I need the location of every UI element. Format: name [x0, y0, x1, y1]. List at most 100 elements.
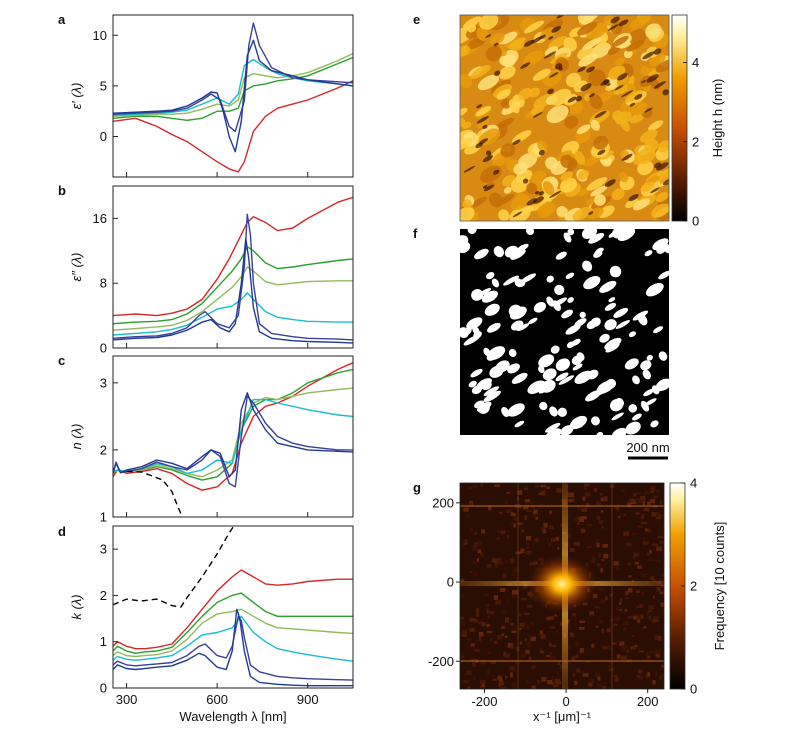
colorbar-tick-label: 4: [692, 55, 699, 70]
fft-speckle: [600, 567, 604, 573]
fft-speckle: [556, 488, 562, 493]
panel-a-series-line-1: [113, 80, 353, 173]
fft-speckle: [557, 546, 560, 550]
fft-speckle: [481, 529, 486, 534]
fft-speckle: [598, 587, 604, 591]
mask-blob: [467, 229, 477, 235]
mask-blob: [493, 246, 505, 258]
fft-speckle: [539, 649, 543, 652]
fft-speckle: [479, 680, 486, 684]
afm-pit: [629, 102, 636, 107]
panel-d-series-line-7: [113, 526, 235, 608]
fft-speckle: [534, 485, 540, 488]
mask-blob: [617, 229, 636, 241]
colorbar-tick-label: 4: [690, 476, 697, 491]
afm-grain: [477, 74, 500, 91]
fft-speckle: [524, 612, 530, 615]
fft-speckle: [533, 561, 538, 565]
fft-speckle: [549, 525, 554, 530]
panel-label-b: b: [58, 183, 66, 198]
fft-speckle: [520, 548, 525, 553]
afm-pit: [476, 116, 489, 124]
mask-blob: [596, 431, 604, 435]
fft-speckle: [655, 648, 661, 653]
fft-speckle: [648, 528, 652, 533]
fft-speckle: [606, 628, 611, 633]
afm-pit: [526, 198, 537, 206]
afm-grain: [560, 154, 574, 169]
fft-speckle: [640, 688, 646, 689]
fft-speckle: [655, 516, 662, 520]
panel-b-series: [113, 196, 353, 344]
x-axis-label: Wavelength λ [nm]: [179, 709, 286, 724]
mask-blob: [565, 272, 575, 279]
mask-blob: [653, 326, 664, 334]
fft-speckle: [646, 552, 650, 556]
mask-blob: [658, 351, 668, 361]
fft-speckle: [512, 593, 515, 598]
fft-speckle: [526, 625, 529, 630]
fft-speckle: [504, 559, 508, 564]
fft-speckle: [464, 539, 468, 545]
mask-blob: [588, 232, 605, 244]
fft-speckle: [584, 492, 591, 497]
afm-pit: [483, 184, 495, 192]
afm-pit: [646, 74, 659, 83]
afm-pit: [543, 51, 557, 59]
mask-blob: [655, 378, 669, 392]
fft-speckle: [557, 672, 560, 675]
afm-pit: [493, 169, 500, 175]
fft-speckle: [511, 574, 516, 577]
mask-blob: [483, 390, 501, 403]
mask-blob: [460, 327, 469, 339]
fft-speckle: [596, 515, 601, 520]
afm-grain: [502, 54, 516, 68]
afm-grain: [629, 15, 651, 30]
fft-speckle: [581, 528, 586, 532]
fft-speckle: [543, 522, 548, 528]
fft-speckle: [609, 483, 613, 486]
fft-speckle: [627, 562, 632, 566]
mask-blob: [508, 304, 522, 317]
fft-speckle: [526, 546, 530, 550]
panel-a-ytick-label: 0: [100, 129, 107, 144]
afm-pit: [604, 179, 616, 187]
panel-c-ytick-label: 2: [100, 442, 107, 457]
mask-blob: [557, 407, 567, 417]
fft-speckle: [595, 501, 602, 507]
fft-x-axis-label: x⁻¹ [μm]⁻¹: [533, 709, 592, 724]
fft-speckle: [476, 608, 479, 613]
mask-blob: [471, 385, 482, 395]
fft-speckle: [519, 641, 522, 645]
fft-speckle: [611, 623, 614, 628]
fft-speckle: [619, 641, 625, 646]
fft-speckle: [526, 543, 529, 546]
afm-grain: [584, 15, 600, 22]
afm-grain: [493, 117, 514, 131]
fft-speckle: [551, 676, 554, 681]
fft-speckle: [641, 628, 644, 631]
height-colorbar: [671, 14, 688, 222]
fft-speckle: [528, 656, 532, 661]
mask-blob: [640, 400, 650, 412]
afm-pit: [614, 84, 624, 91]
fft-speckle: [590, 614, 593, 617]
afm-grain: [526, 182, 538, 195]
afm-grain: [612, 35, 629, 47]
fft-speckle: [494, 563, 498, 567]
afm-grain: [545, 156, 558, 170]
fft-speckle: [643, 507, 650, 512]
panel-f-binary-mask: 200 nm: [460, 229, 670, 460]
x-tick-label: 600: [206, 692, 228, 707]
fft-speckle: [524, 638, 527, 641]
fft-speckle: [530, 665, 536, 670]
fft-speckle: [641, 573, 648, 577]
mask-blob: [615, 320, 630, 329]
mask-blob: [538, 365, 545, 374]
mask-blob: [624, 358, 639, 370]
fft-speckle: [638, 650, 644, 653]
afm-pit: [618, 19, 629, 27]
fft-speckle: [460, 616, 464, 620]
fft-speckle: [506, 491, 510, 494]
